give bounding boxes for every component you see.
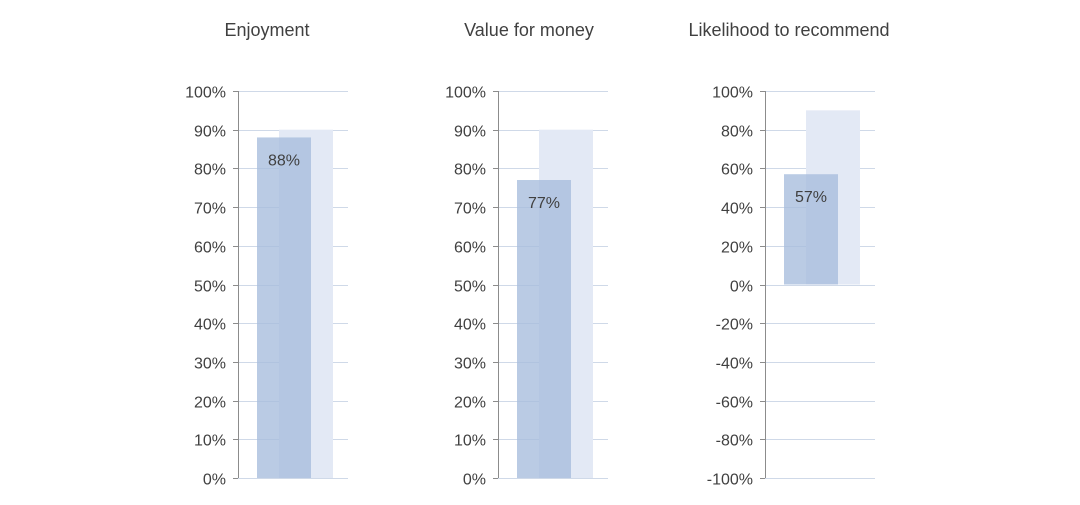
y-tick-label: 70%	[194, 201, 226, 218]
y-tick-label: 40%	[721, 201, 753, 218]
y-tick-label: 40%	[454, 317, 486, 334]
y-tick-label: 40%	[194, 317, 226, 334]
y-tick-label: 20%	[194, 395, 226, 412]
chart-title: Enjoyment	[224, 20, 309, 40]
data-label: 57%	[795, 189, 827, 206]
y-tick-label: 80%	[194, 162, 226, 179]
y-tick-label: 60%	[721, 162, 753, 179]
y-tick-label: 70%	[454, 201, 486, 218]
y-tick-label: 0%	[730, 279, 753, 296]
y-tick-label: 0%	[203, 472, 226, 489]
y-tick-label: -60%	[716, 395, 753, 412]
actual-bar	[784, 174, 838, 285]
y-tick-label: 90%	[194, 124, 226, 141]
y-tick-label: 20%	[721, 240, 753, 257]
y-tick-label: 50%	[454, 279, 486, 296]
actual-bar	[257, 137, 311, 478]
y-tick-label: -100%	[707, 472, 753, 489]
chart-title: Likelihood to recommend	[688, 20, 889, 40]
y-tick-label: 90%	[454, 124, 486, 141]
data-label: 77%	[528, 195, 560, 212]
y-tick-label: 30%	[194, 356, 226, 373]
y-tick-label: 20%	[454, 395, 486, 412]
y-tick-label: 60%	[194, 240, 226, 257]
y-tick-label: 0%	[463, 472, 486, 489]
y-tick-label: -40%	[716, 356, 753, 373]
y-tick-label: 100%	[185, 85, 226, 102]
y-tick-label: 80%	[454, 162, 486, 179]
y-tick-label: 60%	[454, 240, 486, 257]
chart-title: Value for money	[464, 20, 594, 40]
y-tick-label: -80%	[716, 433, 753, 450]
y-tick-label: 10%	[454, 433, 486, 450]
y-tick-label: 30%	[454, 356, 486, 373]
y-tick-label: -20%	[716, 317, 753, 334]
actual-bar	[517, 180, 571, 478]
y-tick-label: 100%	[712, 85, 753, 102]
y-tick-label: 50%	[194, 279, 226, 296]
data-label: 88%	[268, 152, 300, 169]
y-tick-label: 80%	[721, 124, 753, 141]
y-tick-label: 10%	[194, 433, 226, 450]
y-tick-label: 100%	[445, 85, 486, 102]
